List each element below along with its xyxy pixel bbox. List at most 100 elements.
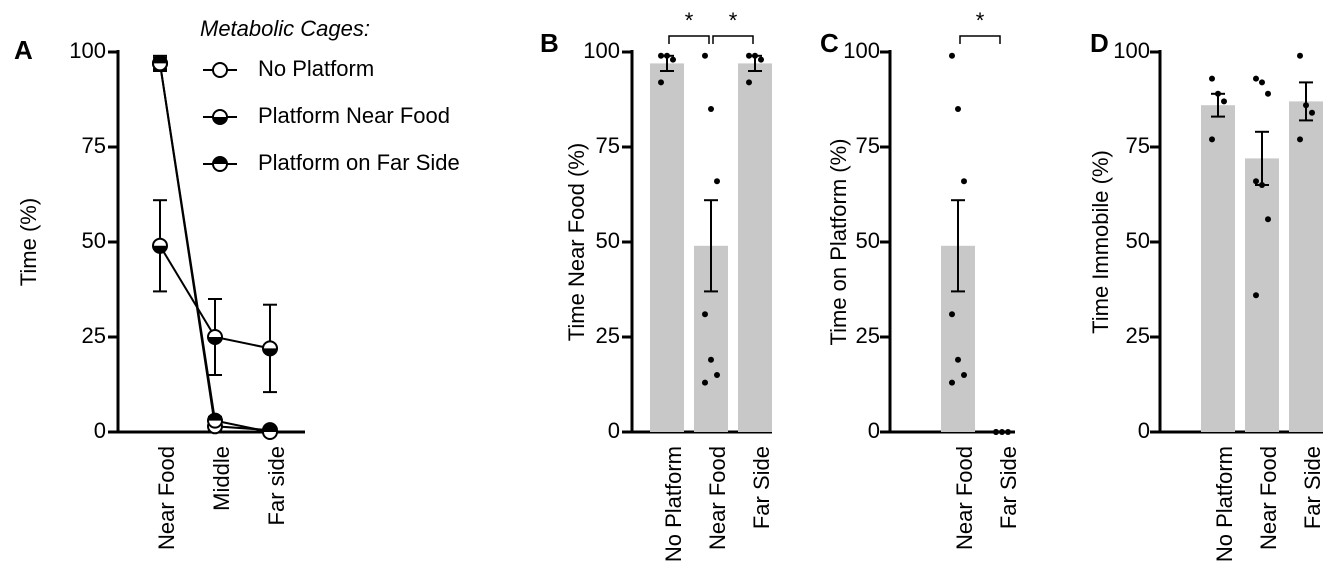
data-point — [758, 56, 764, 63]
marker — [262, 424, 278, 440]
marker-half — [208, 337, 222, 344]
marker-half — [213, 117, 227, 124]
panel-label: D — [1090, 28, 1109, 58]
y-tick-label: 25 — [596, 323, 620, 348]
bar — [1201, 105, 1235, 432]
legend-title: Metabolic Cages: — [200, 16, 370, 41]
data-point — [1259, 79, 1265, 86]
x-tick-label: Near Food — [705, 446, 730, 550]
data-point — [746, 52, 752, 59]
y-tick-label: 50 — [1126, 228, 1150, 253]
y-tick-label: 75 — [856, 133, 880, 158]
data-point — [702, 311, 708, 318]
y-axis-label: Time Immobile (%) — [1088, 150, 1113, 334]
marker-half — [153, 56, 167, 64]
marker-body — [212, 62, 228, 78]
y-tick-label: 75 — [1126, 133, 1150, 158]
x-tick-label: Near Food — [952, 446, 977, 550]
significance-label: * — [976, 8, 985, 33]
data-point — [714, 178, 720, 185]
data-point — [1253, 178, 1259, 185]
data-point — [1005, 429, 1011, 435]
data-point — [1221, 98, 1227, 105]
data-point — [702, 379, 708, 386]
data-point — [1265, 216, 1271, 223]
y-tick-label: 100 — [583, 38, 620, 63]
bar — [650, 63, 684, 433]
marker-half — [263, 425, 277, 432]
data-point — [1259, 182, 1265, 188]
x-tick-label: No Platform — [1212, 446, 1237, 562]
y-tick-label: 0 — [868, 418, 880, 443]
x-tick-label: Far Side — [1300, 446, 1323, 529]
bar — [1245, 158, 1279, 432]
y-axis-label: Time on Platform (%) — [826, 138, 851, 345]
y-tick-label: 100 — [1113, 38, 1150, 63]
marker — [152, 237, 168, 254]
data-point — [1209, 136, 1215, 143]
data-point — [1297, 52, 1303, 59]
marker — [212, 62, 228, 78]
y-tick-label: 50 — [82, 228, 106, 253]
legend-label: No Platform — [258, 56, 374, 81]
marker — [212, 156, 228, 172]
y-tick-label: 0 — [1138, 418, 1150, 443]
significance-bracket — [712, 35, 754, 44]
y-tick-label: 25 — [1126, 323, 1150, 348]
y-tick-label: 75 — [82, 133, 106, 158]
panel-label: A — [14, 35, 33, 65]
marker — [207, 329, 223, 345]
legend-label: Platform on Far Side — [258, 150, 460, 175]
marker — [207, 412, 223, 429]
data-point — [658, 52, 664, 59]
y-tick-label: 25 — [856, 323, 880, 348]
data-point — [670, 56, 676, 63]
data-point — [658, 79, 664, 86]
data-point — [961, 178, 967, 185]
y-tick-label: 75 — [596, 133, 620, 158]
x-tick-label: No Platform — [661, 446, 686, 562]
marker — [262, 340, 278, 357]
marker-half — [208, 413, 222, 421]
data-point — [949, 52, 955, 59]
data-point — [702, 52, 708, 59]
data-point — [949, 311, 955, 318]
y-tick-label: 100 — [69, 38, 106, 63]
significance-bracket — [668, 35, 710, 44]
marker — [212, 109, 228, 125]
significance-bracket — [959, 35, 1001, 44]
panel-label: C — [820, 28, 839, 58]
data-point — [1265, 90, 1271, 97]
bar — [738, 63, 772, 433]
error-bar — [704, 199, 718, 293]
data-point — [1215, 90, 1221, 97]
data-point — [1303, 102, 1309, 109]
x-tick-label: Near Food — [1256, 446, 1281, 550]
x-tick-label: Middle — [209, 446, 234, 511]
y-tick-label: 50 — [596, 228, 620, 253]
y-tick-label: 0 — [94, 418, 106, 443]
x-tick-label: Far Side — [996, 446, 1021, 529]
data-point — [1309, 109, 1315, 116]
data-point — [746, 79, 752, 86]
data-point — [708, 356, 714, 363]
data-point — [949, 379, 955, 386]
data-point — [961, 372, 967, 378]
legend-label: Platform Near Food — [258, 103, 450, 128]
y-axis-label: Time Near Food (%) — [564, 143, 589, 341]
marker-half — [153, 245, 167, 253]
significance-label: * — [729, 8, 738, 33]
data-point — [1253, 75, 1259, 82]
data-point — [714, 372, 720, 378]
error-bar — [951, 199, 965, 293]
y-tick-label: 50 — [856, 228, 880, 253]
data-point — [1209, 75, 1215, 82]
marker-half — [263, 348, 277, 356]
data-point — [993, 429, 999, 435]
y-axis-label: Time (%) — [16, 198, 41, 286]
data-point — [752, 52, 758, 59]
data-point — [955, 356, 961, 363]
bar — [1289, 101, 1323, 433]
y-tick-label: 0 — [608, 418, 620, 443]
